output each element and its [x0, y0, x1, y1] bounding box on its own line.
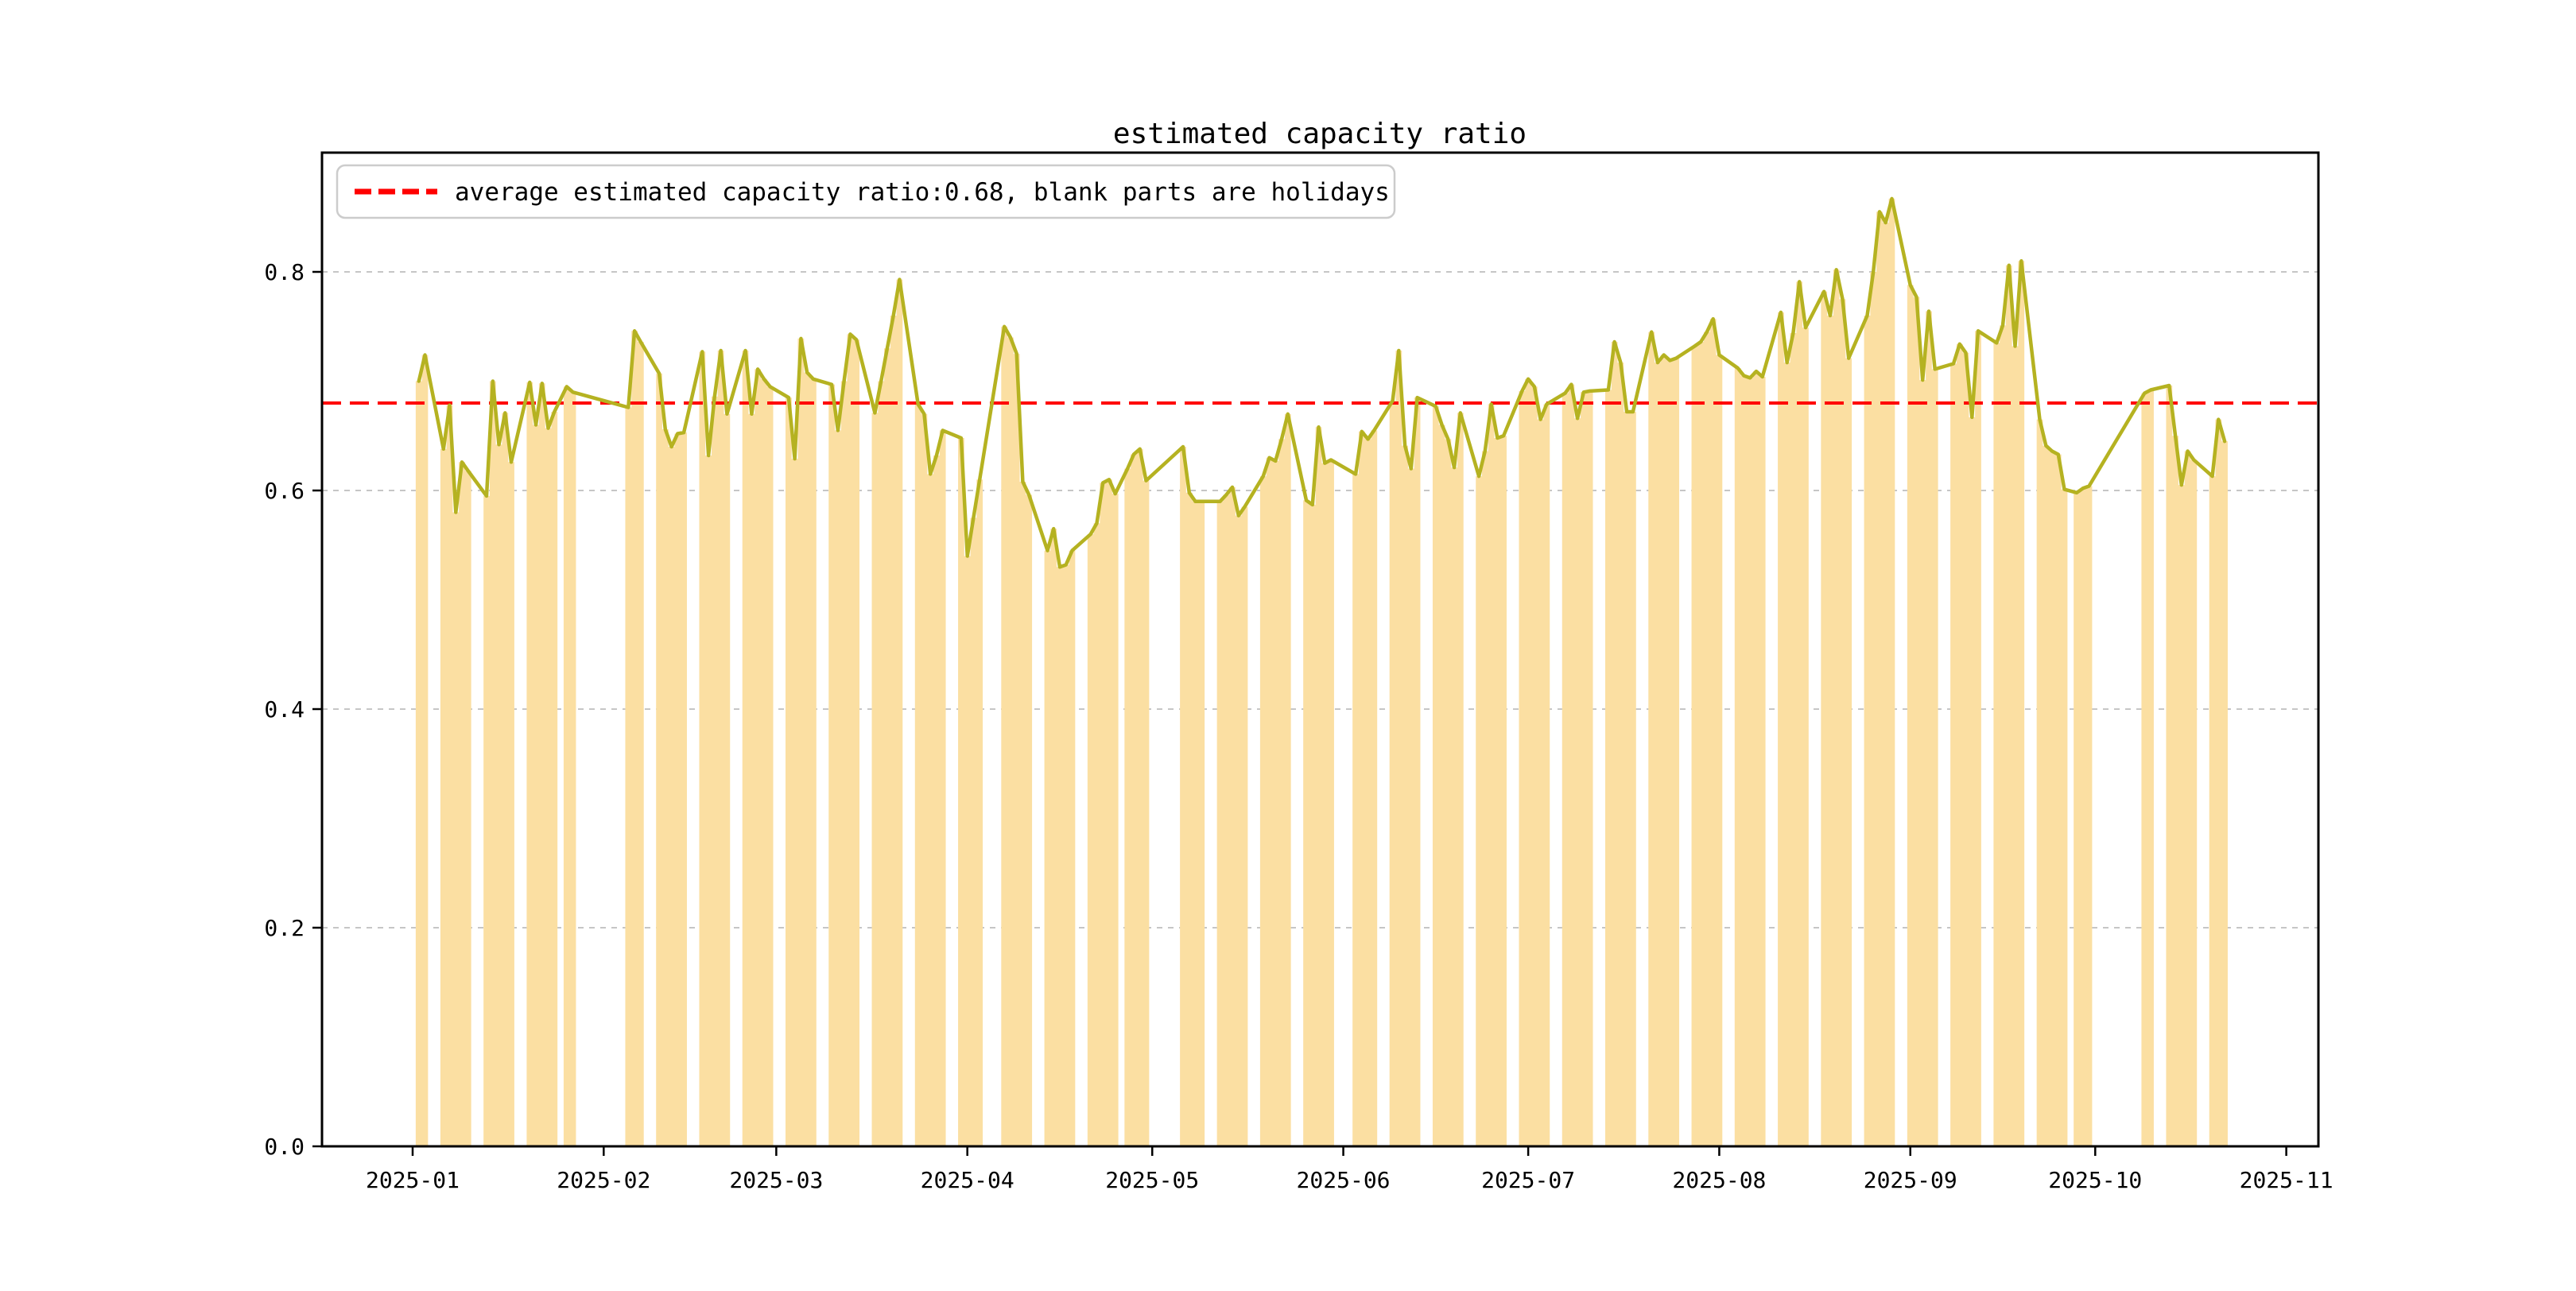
- workweek-bar-group: [1124, 448, 1150, 1146]
- workweek-bar-group: [1303, 427, 1334, 1146]
- workweek-bar-group: [1778, 281, 1809, 1146]
- workweek-bar-group: [742, 351, 774, 1146]
- workweek-bar-group: [699, 351, 731, 1146]
- capacity-ratio-line: [417, 196, 2227, 569]
- workweek-bar-group: [1352, 430, 1378, 1146]
- workweek-bar-group: [1648, 331, 1680, 1146]
- workweek-bar-group: [2141, 390, 2154, 1146]
- workweek-bar-group: [1389, 351, 1421, 1146]
- y-tick-label: 0.4: [264, 696, 305, 723]
- workweek-bar-group: [1044, 529, 1076, 1146]
- workday-bars: [415, 198, 2228, 1146]
- x-tick-label: 2025-01: [366, 1167, 460, 1193]
- workweek-bar-group: [1001, 326, 1033, 1146]
- workweek-bar-group: [1821, 269, 1852, 1146]
- workweek-bar-group: [2166, 386, 2198, 1146]
- workweek-bar-group: [563, 386, 576, 1146]
- workweek-bar-group: [1432, 406, 1464, 1146]
- x-tick-label: 2025-04: [921, 1167, 1014, 1193]
- x-tick-label: 2025-02: [557, 1167, 650, 1193]
- y-gridlines: [322, 271, 2318, 929]
- workweek-bar-group: [2036, 419, 2068, 1146]
- workweek-bar-group: [828, 334, 860, 1146]
- x-tick-label: 2025-03: [729, 1167, 823, 1193]
- y-tick-label: 0.6: [264, 478, 305, 504]
- workweek-bar-group: [440, 405, 471, 1146]
- y-tick-label: 0.2: [264, 915, 305, 941]
- workweek-bar-group: [1216, 487, 1248, 1146]
- x-tick-label: 2025-09: [1864, 1167, 1957, 1193]
- workweek-bar-group: [1950, 331, 1981, 1146]
- x-tick-label: 2025-08: [1672, 1167, 1766, 1193]
- workweek-bar-group: [1476, 404, 1507, 1146]
- workweek-bar-group: [1562, 384, 1593, 1146]
- workweek-bar-group: [1864, 198, 1895, 1146]
- legend: average estimated capacity ratio:0.68, b…: [336, 164, 1396, 219]
- workweek-bar-group: [1519, 378, 1550, 1146]
- workweek-bar-group: [1087, 479, 1119, 1146]
- chart-title: estimated capacity ratio: [1113, 118, 1527, 150]
- x-tick-label: 2025-11: [2240, 1167, 2334, 1193]
- y-tick-label: 0.8: [264, 259, 305, 285]
- workweek-bar-group: [1691, 319, 1723, 1146]
- workweek-bar-group: [625, 331, 644, 1146]
- workweek-bar-group: [483, 381, 514, 1146]
- x-tick-label: 2025-05: [1105, 1167, 1199, 1193]
- y-tick-label: 0.0: [264, 1134, 305, 1160]
- x-tick-label: 2025-07: [1481, 1167, 1575, 1193]
- workweek-bar-group: [1180, 447, 1205, 1146]
- workweek-bar-group: [526, 382, 558, 1146]
- workweek-bar-group: [1907, 285, 1938, 1146]
- workweek-bar-group: [2209, 419, 2228, 1146]
- workweek-bar-group: [785, 338, 817, 1146]
- workweek-bar-group: [656, 373, 687, 1146]
- workweek-bar-group: [871, 279, 903, 1146]
- workweek-bar-group: [958, 438, 983, 1146]
- workweek-bar-group: [1993, 261, 2025, 1146]
- workweek-bar-group: [2074, 486, 2093, 1146]
- y-axis-labels: 0.0 0.2 0.4 0.6 0.8: [264, 259, 305, 1160]
- legend-label: average estimated capacity ratio:0.68, b…: [455, 178, 1390, 207]
- axis-ticks: [312, 270, 2287, 1156]
- workweek-bar-group: [1259, 413, 1291, 1146]
- x-tick-label: 2025-10: [2048, 1167, 2142, 1193]
- axes-frame: [320, 151, 2320, 1148]
- legend-box: [336, 164, 1396, 219]
- workweek-bar-group: [415, 355, 429, 1146]
- x-axis-labels: 2025-01 2025-02 2025-03 2025-04 2025-05 2025-…: [366, 1167, 2334, 1193]
- x-tick-label: 2025-06: [1297, 1167, 1391, 1193]
- workweek-bar-group: [1734, 368, 1766, 1146]
- workweek-bar-group: [914, 404, 946, 1146]
- workweek-bar-group: [1605, 342, 1636, 1146]
